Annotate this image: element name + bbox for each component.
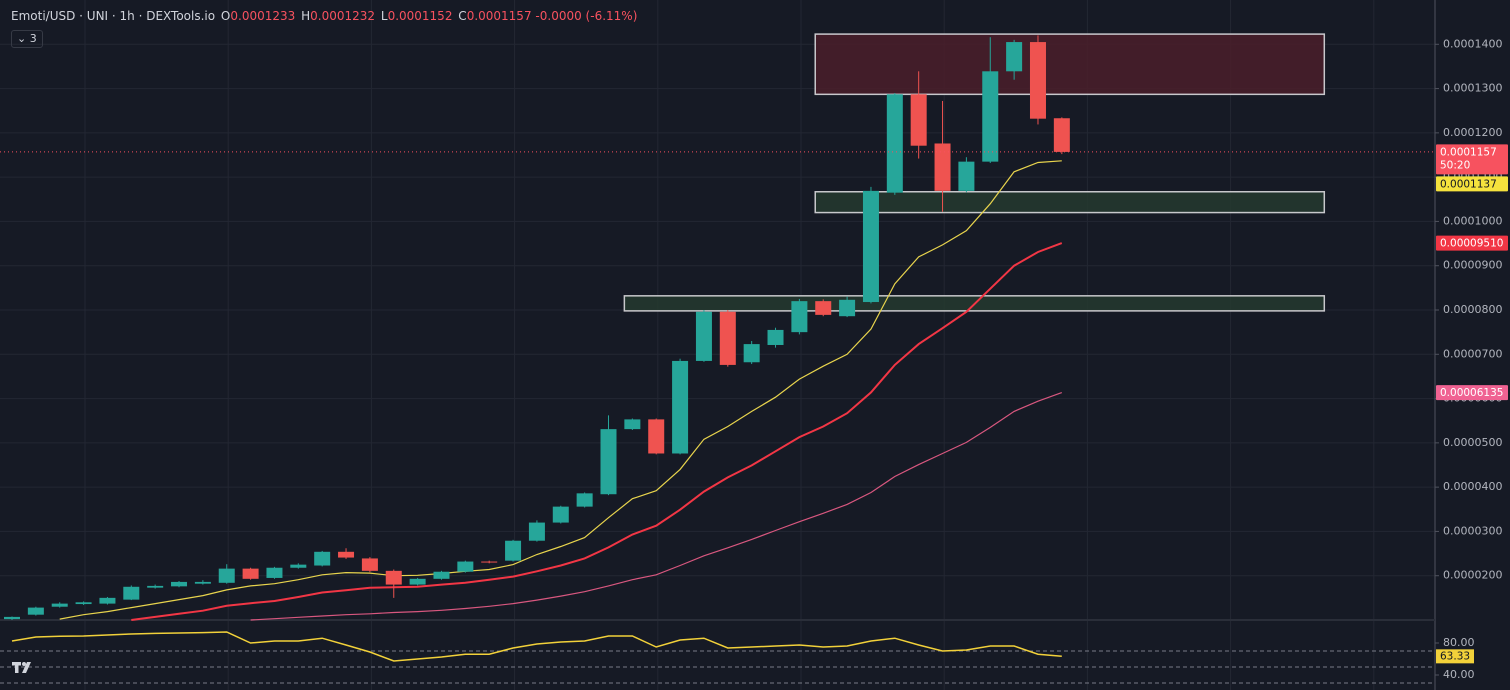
candle-body — [886, 94, 903, 193]
candle-body — [242, 568, 259, 579]
logo-part — [22, 662, 26, 666]
candle-body — [409, 578, 426, 585]
candle-body — [528, 522, 545, 541]
ohlc-value: 0.0001157 — [466, 9, 532, 23]
candle-body — [648, 419, 665, 454]
ohlc-key: L — [380, 9, 388, 23]
candle-body — [815, 301, 832, 315]
candle-body — [194, 581, 211, 584]
grid — [0, 0, 1435, 690]
ohlc-value: 0.0001233 — [230, 9, 296, 23]
candle-body — [361, 558, 378, 571]
symbol-title: Emoti/USD · UNI · 1h · DEXTools.io — [11, 9, 216, 23]
candle-body — [934, 143, 951, 191]
candle-body — [624, 419, 641, 430]
ohlc-value: 0.0001232 — [310, 9, 376, 23]
candle-body — [1006, 42, 1023, 72]
y-tick-label: 0.0000300 — [1443, 524, 1503, 537]
ma-line — [131, 242, 1063, 621]
candle-body — [910, 94, 927, 146]
ma-badge-label: 0.00006135 — [1440, 387, 1503, 399]
candle-body — [600, 429, 617, 495]
candle-body — [695, 311, 712, 361]
indicators-toggle[interactable]: ⌄ 3 — [11, 30, 43, 48]
logo-part — [22, 662, 31, 673]
candle-body — [552, 506, 569, 523]
indicator-count: 3 — [29, 32, 37, 45]
candle-body — [767, 329, 784, 345]
ohlc-values: O0.0001233 H0.0001232 L0.0001152 C0.0001… — [219, 9, 536, 23]
last-price-badge — [1436, 144, 1508, 175]
ma-line — [59, 160, 1062, 620]
y-tick-label: 0.0000900 — [1443, 259, 1503, 272]
zone — [814, 33, 1326, 96]
ma-badge — [1436, 235, 1508, 251]
candle-body — [338, 551, 355, 558]
candle-body — [457, 561, 474, 572]
ohlc-value: 0.0001152 — [387, 9, 453, 23]
tradingview-logo — [12, 662, 31, 673]
candle-body — [1053, 118, 1070, 152]
candle-body — [672, 360, 689, 454]
candle-body — [481, 561, 498, 563]
ma-badge-label: 0.0001137 — [1440, 178, 1497, 190]
candle-body — [123, 586, 140, 600]
symbol-legend: Emoti/USD · UNI · 1h · DEXTools.io O0.00… — [11, 9, 637, 23]
candle-body — [290, 564, 307, 568]
candle-body — [743, 344, 760, 363]
candle-body — [218, 568, 235, 583]
candle-body — [4, 616, 20, 620]
candle-body — [1029, 42, 1046, 119]
rsi-line — [11, 631, 1062, 662]
ohlc-key: C — [458, 9, 467, 23]
rsi-tick-label: 40.00 — [1443, 668, 1475, 681]
candle-body — [75, 602, 92, 605]
ma-badge — [1436, 176, 1508, 192]
price-change: -0.0000 (-6.11%) — [535, 9, 638, 23]
candle-body — [171, 581, 188, 587]
candle-body — [791, 301, 808, 333]
candle-body — [51, 603, 68, 607]
y-tick-label: 0.0000400 — [1443, 480, 1503, 493]
candle-body — [147, 585, 164, 588]
candle-body — [719, 311, 736, 365]
last-price-badge-label: 0.0001157 — [1440, 146, 1497, 158]
candle-body — [862, 190, 879, 303]
candle-body — [576, 493, 593, 507]
y-tick-label: 0.0001300 — [1443, 82, 1503, 95]
ma-badge-label: 0.00009510 — [1440, 238, 1503, 250]
ohlc-key: O — [220, 9, 231, 23]
rsi-badge — [1436, 649, 1474, 664]
candle-body — [99, 597, 116, 604]
y-tick-label: 0.0000700 — [1443, 347, 1503, 360]
candle-body — [982, 71, 999, 162]
candle-body — [505, 540, 522, 561]
y-tick-label: 0.0001200 — [1443, 126, 1503, 139]
candle-body — [385, 570, 402, 585]
ohlc-key: H — [301, 9, 311, 23]
rsi-tick-label: 80.00 — [1443, 636, 1475, 649]
candle-body — [27, 607, 44, 615]
y-tick-label: 0.0000200 — [1443, 569, 1503, 582]
candle-body — [433, 571, 450, 579]
logo-part — [15, 662, 19, 673]
ma-badge — [1436, 385, 1508, 401]
y-tick-label: 0.0000500 — [1443, 436, 1503, 449]
candle-body — [266, 567, 283, 578]
ma-line — [250, 392, 1063, 621]
zone — [814, 191, 1326, 214]
y-tick-label: 0.0001400 — [1443, 37, 1503, 50]
y-tick-label: 0.0000800 — [1443, 303, 1503, 316]
rsi-badge-label: 63.33 — [1440, 650, 1470, 662]
candle-body — [314, 551, 331, 566]
candle-body — [958, 161, 975, 191]
candle-body — [839, 299, 856, 317]
y-tick-label: 0.0001000 — [1443, 214, 1503, 227]
last-price-badge-label: 50:20 — [1440, 159, 1470, 171]
